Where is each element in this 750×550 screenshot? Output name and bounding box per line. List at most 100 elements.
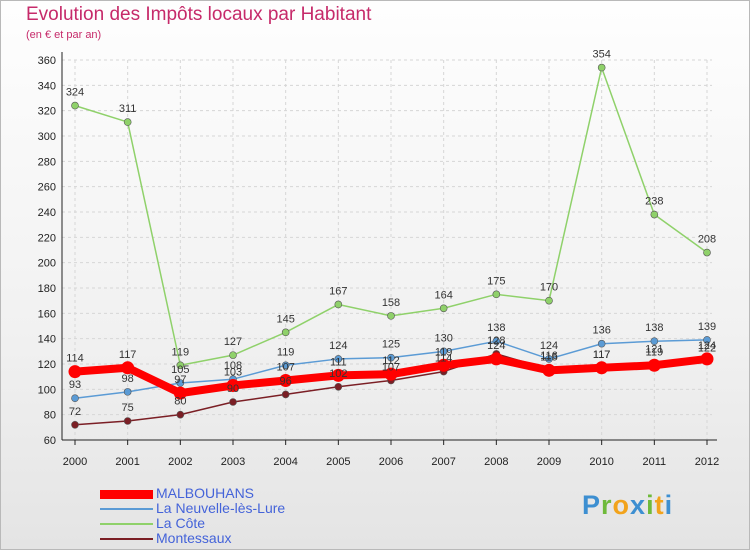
series-point-0 <box>647 358 661 372</box>
x-tick-label: 2009 <box>537 456 561 468</box>
x-tick-label: 2008 <box>484 456 508 468</box>
data-label: 127 <box>224 336 242 348</box>
data-label: 108 <box>224 360 242 372</box>
series-point-0 <box>595 361 609 375</box>
x-tick-label: 2002 <box>168 456 192 468</box>
legend-swatch-la-cote <box>100 523 153 525</box>
series-point-0 <box>700 352 714 366</box>
series-point-1 <box>281 361 290 370</box>
legend-swatch-la-neuvelle <box>100 508 153 510</box>
x-tick-label: 2004 <box>273 456 297 468</box>
x-tick-label: 2007 <box>431 456 455 468</box>
y-tick-label: 280 <box>38 156 56 168</box>
data-label: 124 <box>698 340 716 352</box>
series-point-0 <box>437 358 451 372</box>
series-point-1 <box>176 379 185 387</box>
data-label: 114 <box>435 353 453 365</box>
series-point-2 <box>71 101 79 110</box>
x-tick-label: 2005 <box>326 456 350 468</box>
data-label: 122 <box>698 342 716 354</box>
data-label: 119 <box>277 346 295 358</box>
series-point-2 <box>439 304 448 313</box>
series-point-0 <box>68 365 82 379</box>
data-label: 119 <box>172 346 190 358</box>
data-label: 124 <box>540 340 558 352</box>
data-label: 208 <box>698 234 716 246</box>
data-label: 102 <box>329 368 347 380</box>
series-point-2 <box>650 210 659 219</box>
series-point-2 <box>492 290 501 299</box>
data-label: 119 <box>646 346 664 358</box>
data-label: 116 <box>540 350 558 362</box>
chart-subtitle: (en € et par an) <box>26 29 102 41</box>
series-point-0 <box>226 379 240 393</box>
y-tick-label: 320 <box>38 106 56 118</box>
data-label: 128 <box>487 335 505 347</box>
series-point-3 <box>334 382 343 391</box>
legend-swatch-malbouhans <box>100 490 153 499</box>
data-label: 117 <box>593 349 611 361</box>
series-point-1 <box>71 394 79 403</box>
data-label: 158 <box>382 297 400 309</box>
data-label: 96 <box>280 375 292 387</box>
y-tick-label: 220 <box>38 232 56 244</box>
data-label: 145 <box>276 313 294 325</box>
y-tick-label: 180 <box>38 283 56 295</box>
data-label: 72 <box>69 406 81 418</box>
x-tick-label: 2003 <box>221 456 245 468</box>
series-point-1 <box>334 355 343 363</box>
x-tick-label: 2010 <box>589 456 613 468</box>
data-label: 115 <box>540 351 558 363</box>
y-tick-label: 240 <box>38 207 56 219</box>
x-tick-label: 2011 <box>643 456 667 468</box>
grid <box>62 59 712 441</box>
legend-label-malbouhans: MALBOUHANS <box>156 485 255 501</box>
series-point-1 <box>545 355 553 363</box>
data-label: 164 <box>434 289 452 301</box>
y-tick-label: 100 <box>38 384 56 396</box>
data-label: 167 <box>329 285 347 297</box>
series-point-3 <box>176 410 185 419</box>
data-label: 105 <box>171 364 189 376</box>
data-label: 114 <box>66 353 84 365</box>
y-tick-label: 200 <box>38 258 56 270</box>
legend-label-montessaux: Montessaux <box>156 530 232 546</box>
data-label: 311 <box>119 103 137 115</box>
series-point-1 <box>439 347 448 356</box>
series-point-3 <box>229 398 237 406</box>
data-label: 80 <box>174 396 186 408</box>
legend-swatch-montessaux <box>100 538 153 540</box>
data-label: 139 <box>698 321 716 333</box>
series-point-0 <box>173 386 187 400</box>
data-label: 111 <box>330 356 347 368</box>
data-label: 107 <box>382 361 400 373</box>
y-tick-label: 80 <box>44 410 56 422</box>
series-point-0 <box>489 352 503 366</box>
data-label: 170 <box>540 282 558 294</box>
data-label: 112 <box>382 355 400 367</box>
series-point-2 <box>176 361 185 370</box>
series-point-3 <box>123 417 132 425</box>
data-label: 136 <box>592 325 610 337</box>
series-point-2 <box>334 300 343 309</box>
series-point-2 <box>387 312 395 320</box>
series-point-2 <box>229 351 237 359</box>
series-point-1 <box>492 337 501 346</box>
legend-label-la-cote: La Côte <box>156 515 206 531</box>
y-tick-label: 360 <box>38 55 56 67</box>
x-tick-label: 2006 <box>379 456 403 468</box>
series-point-0 <box>384 367 398 381</box>
x-tick-label: 2000 <box>63 456 87 468</box>
series-point-3 <box>281 390 290 399</box>
axes: 60 80 100 120 140 160 180 200 220 240 260 280 300 320… <box>38 52 719 468</box>
series-point-1 <box>703 336 711 344</box>
data-label: 138 <box>645 322 663 334</box>
data-label: 138 <box>487 322 505 334</box>
y-tick-label: 300 <box>38 131 56 143</box>
y-tick-label: 140 <box>38 334 56 346</box>
series <box>68 63 714 429</box>
y-tick-label: 60 <box>44 435 56 447</box>
series-point-1 <box>123 388 132 396</box>
